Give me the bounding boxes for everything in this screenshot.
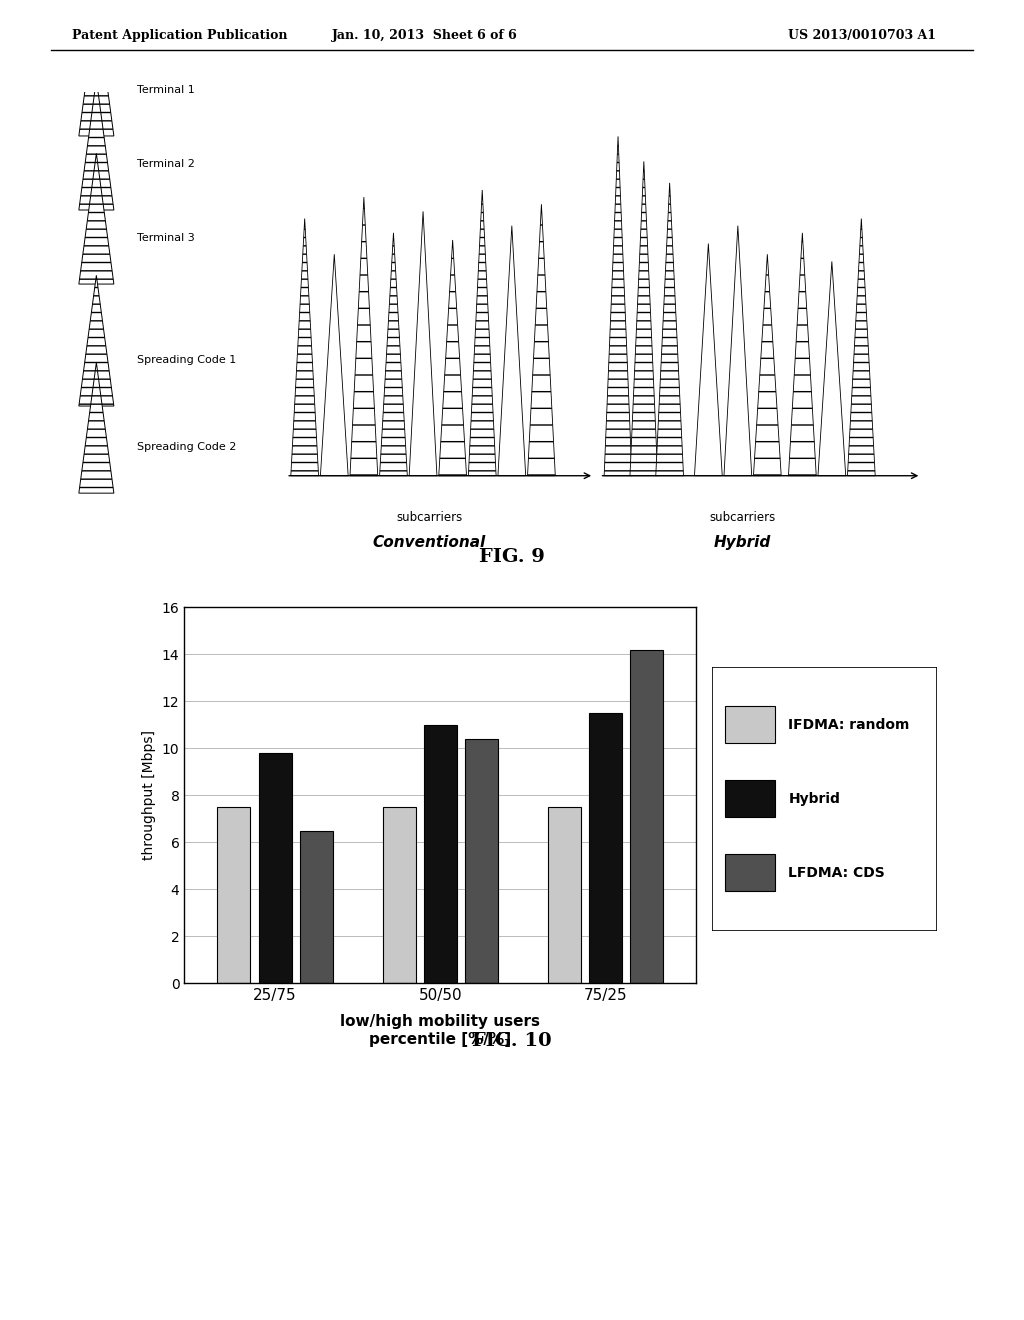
Polygon shape <box>79 79 114 210</box>
Polygon shape <box>724 226 752 475</box>
Polygon shape <box>79 276 114 407</box>
Text: Spreading Code 2: Spreading Code 2 <box>137 442 237 453</box>
X-axis label: low/high mobility users
percentile [%/%]: low/high mobility users percentile [%/%] <box>340 1014 541 1047</box>
Y-axis label: throughput [Mbps]: throughput [Mbps] <box>142 730 156 861</box>
Text: Patent Application Publication: Patent Application Publication <box>72 29 287 42</box>
Polygon shape <box>380 232 408 475</box>
Text: US 2013/0010703 A1: US 2013/0010703 A1 <box>788 29 937 42</box>
Text: FIG. 10: FIG. 10 <box>472 1032 552 1051</box>
Text: Terminal 2: Terminal 2 <box>137 160 195 169</box>
Bar <box>589 713 622 983</box>
Bar <box>465 739 498 983</box>
Text: FIG. 9: FIG. 9 <box>479 548 545 566</box>
Bar <box>548 807 581 983</box>
Bar <box>630 649 664 983</box>
Text: Terminal 3: Terminal 3 <box>137 234 195 243</box>
Polygon shape <box>438 240 467 475</box>
Polygon shape <box>818 261 846 475</box>
Bar <box>725 780 775 817</box>
Text: Hybrid: Hybrid <box>714 535 771 549</box>
Polygon shape <box>655 183 683 475</box>
Text: Hybrid: Hybrid <box>788 792 840 805</box>
Bar <box>725 706 775 743</box>
Polygon shape <box>694 244 722 475</box>
Polygon shape <box>498 226 525 475</box>
Polygon shape <box>321 255 348 475</box>
Bar <box>217 807 251 983</box>
Polygon shape <box>788 232 816 475</box>
Bar <box>300 830 333 983</box>
Polygon shape <box>350 197 378 475</box>
Text: Conventional: Conventional <box>373 535 485 549</box>
Polygon shape <box>468 190 496 475</box>
Text: IFDMA: random: IFDMA: random <box>788 718 909 731</box>
Text: Jan. 10, 2013  Sheet 6 of 6: Jan. 10, 2013 Sheet 6 of 6 <box>332 29 518 42</box>
Text: LFDMA: CDS: LFDMA: CDS <box>788 866 885 879</box>
Polygon shape <box>291 219 318 475</box>
Text: subcarriers: subcarriers <box>396 511 462 524</box>
Polygon shape <box>848 219 876 475</box>
Bar <box>424 725 457 983</box>
Bar <box>725 854 775 891</box>
Bar <box>259 752 292 983</box>
Polygon shape <box>527 205 555 475</box>
Polygon shape <box>754 255 781 475</box>
Polygon shape <box>79 5 114 136</box>
Polygon shape <box>630 161 657 475</box>
Text: Spreading Code 1: Spreading Code 1 <box>137 355 237 366</box>
Polygon shape <box>79 363 114 494</box>
Polygon shape <box>410 211 437 475</box>
Text: Terminal 1: Terminal 1 <box>137 86 195 95</box>
Polygon shape <box>79 153 114 284</box>
Bar <box>383 807 416 983</box>
Polygon shape <box>604 136 632 475</box>
Text: subcarriers: subcarriers <box>710 511 775 524</box>
